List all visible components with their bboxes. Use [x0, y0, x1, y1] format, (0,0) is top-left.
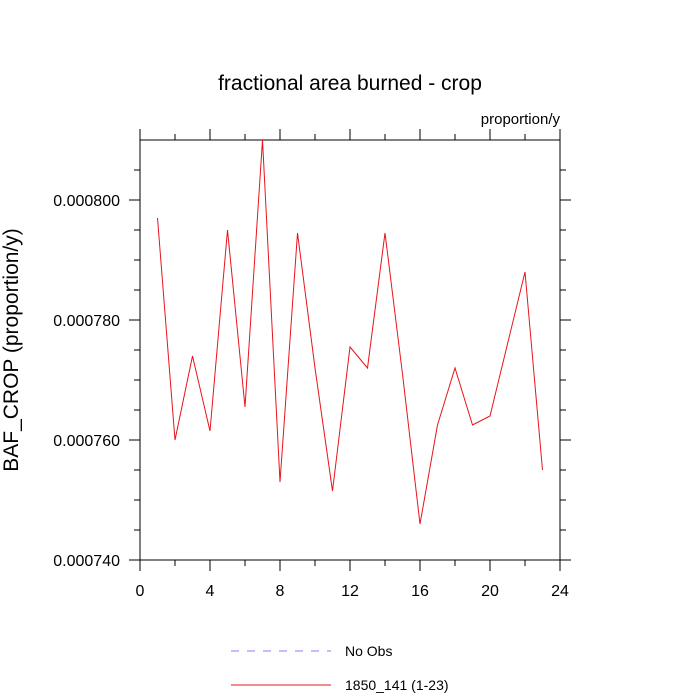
x-tick-label: 24 [551, 583, 569, 600]
y-tick-label: 0.000800 [53, 193, 120, 210]
y-tick-label: 0.000740 [53, 553, 120, 570]
x-tick-label: 8 [276, 583, 285, 600]
legend: No Obs 1850_141 (1-23) [231, 643, 449, 693]
axis-tick-labels: 0 4 8 12 16 20 24 0.000740 0.000760 0.000780 0.000… [53, 193, 569, 600]
x-tick-label: 16 [411, 583, 429, 600]
series-line [157, 139, 543, 525]
units-label: proportion/y [481, 111, 561, 128]
y-tick-label: 0.000760 [53, 433, 120, 450]
chart-title: fractional area burned - crop [218, 72, 482, 95]
legend-label-1850-141: 1850_141 (1-23) [345, 677, 449, 693]
axis-ticks [129, 129, 571, 571]
y-axis-label: BAF_CROP (proportion/y) [0, 228, 23, 472]
series-layer [157, 139, 543, 525]
x-tick-label: 4 [206, 583, 215, 600]
x-tick-label: 0 [136, 583, 145, 600]
y-tick-label: 0.000780 [53, 313, 120, 330]
x-tick-label: 20 [481, 583, 499, 600]
legend-label-no-obs: No Obs [345, 643, 392, 659]
x-tick-label: 12 [341, 583, 359, 600]
